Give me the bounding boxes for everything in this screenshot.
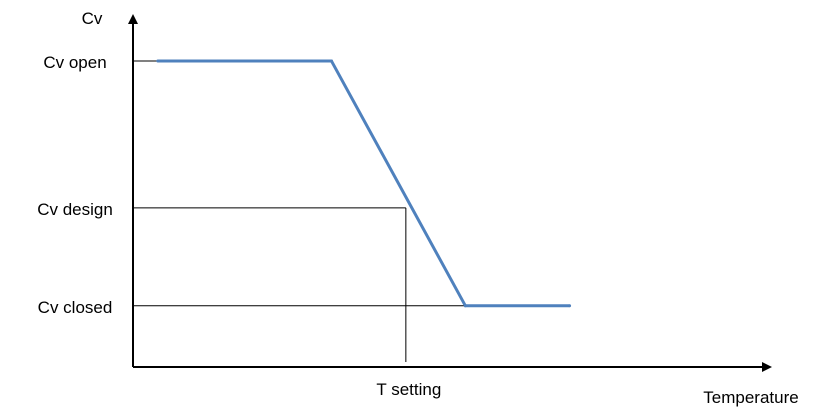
level-label-closed: Cv closed xyxy=(38,298,113,317)
y-axis-label: Cv xyxy=(82,9,103,28)
series-point-2 xyxy=(463,304,467,308)
x-axis-label: Temperature xyxy=(703,388,798,407)
series-point-0 xyxy=(156,59,160,63)
series-point-3 xyxy=(568,304,572,308)
t-setting-label: T setting xyxy=(376,380,441,399)
series-line-0 xyxy=(157,59,570,308)
series-point-1 xyxy=(329,59,333,63)
level-labels: Cv closed Cv design Cv open xyxy=(37,53,113,317)
level-label-open: Cv open xyxy=(43,53,106,72)
level-label-design: Cv design xyxy=(37,200,113,219)
series-group xyxy=(156,59,572,308)
